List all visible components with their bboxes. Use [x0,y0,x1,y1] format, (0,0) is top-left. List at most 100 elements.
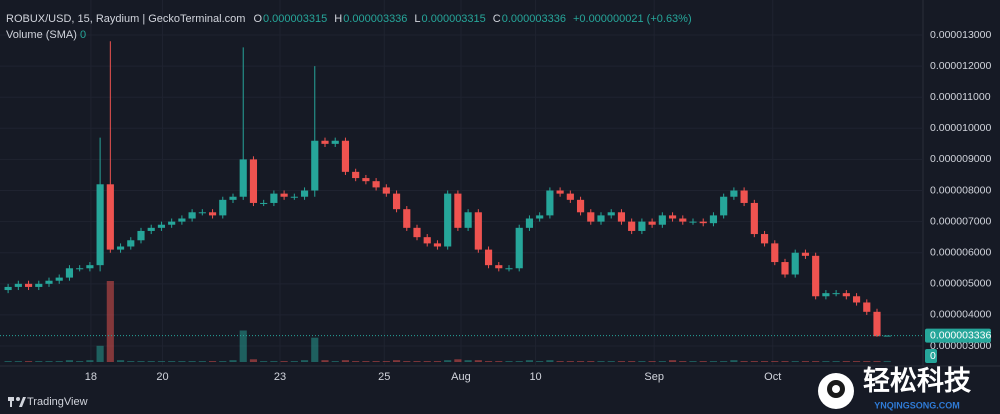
watermark-url: YNQINGSONG.COM [874,400,960,410]
candle-body [812,255,820,297]
volume-bar [229,360,237,362]
volume-bar [157,361,166,362]
volume-bar [260,361,268,362]
volume-bar [617,361,626,362]
candle-body [413,227,421,238]
candle-body [321,140,329,144]
volume-bar [270,361,278,362]
x-tick-label: 10 [529,371,541,383]
volume-bar [331,361,339,362]
volume-bar [812,361,820,362]
ohlc-value: 0.000003336 [343,13,407,25]
candle-body [842,293,850,297]
volume-bar [607,361,615,362]
y-tick-label: 0.000013000 [930,29,991,41]
candle-body [229,196,237,200]
volume-bar [842,361,850,362]
candle-body [628,221,636,231]
volume-bar [781,361,789,362]
candle-body [791,252,799,275]
candle-body [689,221,697,223]
candle-body [86,265,94,269]
candle-body [699,221,707,224]
candle-body [270,193,278,203]
candle-body [219,199,227,216]
candle-body [730,190,738,197]
x-tick-label: Aug [451,371,471,383]
candle-body [290,196,298,198]
y-tick-label: 0.000004000 [930,309,991,321]
candle-body [638,221,646,231]
volume-bar [147,361,155,362]
candle-body [556,190,564,194]
candle-body [658,215,666,225]
volume-bar [658,361,666,362]
candle-body [157,224,166,228]
volume-bar [35,361,43,362]
y-tick-label: 0.000003000 [930,340,991,352]
candle-body [239,159,247,197]
candle-body [45,280,53,284]
candle-body [362,178,370,182]
volume-bar [638,361,646,362]
volume-bar [474,360,482,362]
candle-body [852,296,861,303]
volume-bar [597,361,605,362]
candle-body [65,268,74,278]
candle-body [423,237,431,244]
candle-body [648,221,656,225]
candle-body [607,212,615,216]
volume-bar [55,361,63,362]
candle-body [597,215,605,222]
volume-bar [76,361,84,362]
candle-body [208,212,217,216]
candle-body [14,283,22,287]
candle-body [168,221,176,225]
volume-bar [137,361,145,362]
y-tick-label: 0.000011000 [930,91,991,103]
volume-bar [791,361,799,362]
ohlc-value: 0.000003315 [422,13,486,25]
volume-bar [290,361,298,362]
x-tick-label: 18 [85,371,97,383]
volume-bar [709,361,718,362]
y-tick-label: 0.000010000 [930,122,991,134]
volume-bar [352,361,360,362]
candle-body [760,234,769,244]
candle-body [4,286,12,291]
ohlc-name: L [414,13,420,25]
candle-body [505,268,513,270]
candle-body [147,227,155,231]
candle-body [832,293,840,295]
candle-body [55,277,63,281]
volume-bar [65,360,74,362]
volume-bar [219,361,227,362]
candle-body [863,302,871,312]
volume-bar [484,361,493,362]
volume-bar [576,361,585,362]
volume-bar [515,361,523,362]
candle-body [740,190,748,203]
candle-body [127,240,135,247]
candle-body [382,187,390,194]
candle-body [249,159,258,203]
volume-box [925,349,937,363]
volume-bar [556,361,564,362]
y-tick-label: 0.000007000 [930,215,991,227]
candle-body [454,193,462,228]
candle-body [566,193,574,200]
candle-body [801,252,810,256]
volume-bar [464,360,472,362]
candle-body [300,190,309,197]
watermark: 轻松科技 YNQINGSONG.COM [818,366,971,410]
candle-body [484,249,493,266]
volume-bar [403,361,411,362]
volume-bar [852,361,861,362]
y-tick-label: 0.000012000 [930,60,991,72]
volume-bar [168,361,176,362]
ohlc-name: H [334,13,342,25]
chart-title: ROBUX/USD, 15, Raydium | GeckoTerminal.c… [6,13,245,25]
ohlc-name: O [253,13,262,25]
volume-bar [495,361,503,362]
